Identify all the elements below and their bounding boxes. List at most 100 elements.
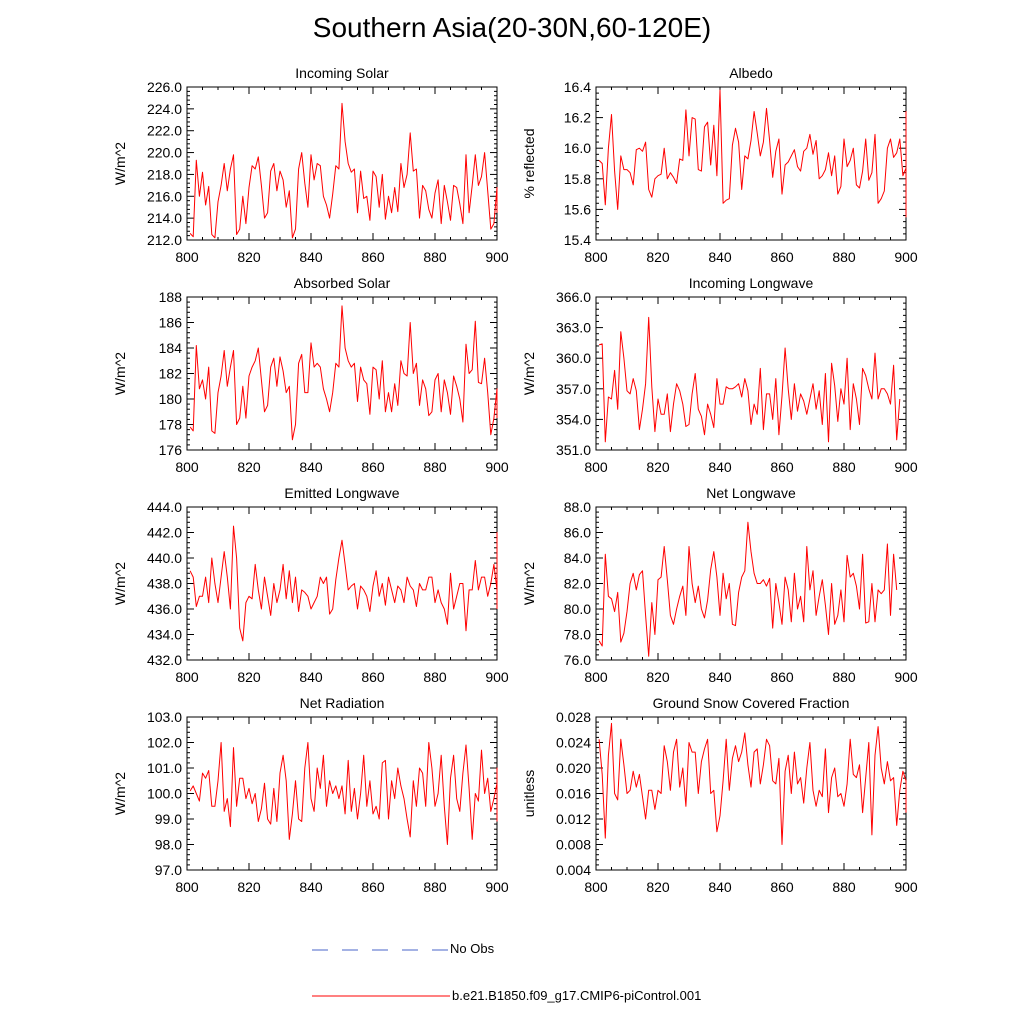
y-tick-label: 84.0 bbox=[564, 550, 591, 566]
x-tick-label: 860 bbox=[361, 249, 385, 265]
y-axis-label: W/m^2 bbox=[112, 142, 128, 185]
plot-frame bbox=[595, 506, 907, 661]
x-tick-label: 820 bbox=[237, 459, 261, 475]
panel-2: Albedo % reflected 800 820 840 860 880 900 15.4 1… bbox=[521, 65, 918, 265]
y-axis-label: W/m^2 bbox=[112, 772, 128, 815]
y-tick-label: 224.0 bbox=[147, 101, 182, 117]
y-tick-label: 16.0 bbox=[564, 140, 591, 156]
x-tick-label: 840 bbox=[708, 459, 732, 475]
x-tick-label: 880 bbox=[423, 879, 447, 895]
y-tick-label: 100.0 bbox=[147, 786, 182, 802]
panel-title: Net Longwave bbox=[706, 485, 796, 501]
panel-title: Absorbed Solar bbox=[294, 275, 391, 291]
series-line bbox=[189, 305, 498, 441]
x-tick-label: 800 bbox=[584, 459, 608, 475]
x-tick-label: 840 bbox=[299, 459, 323, 475]
y-axis-label: unitless bbox=[521, 770, 537, 817]
x-tick-label: 840 bbox=[708, 249, 732, 265]
x-tick-label: 820 bbox=[646, 249, 670, 265]
y-tick-label: 178 bbox=[159, 417, 183, 433]
panel-title: Incoming Solar bbox=[295, 65, 389, 81]
y-tick-label: 436.0 bbox=[147, 601, 182, 617]
y-tick-label: 218.0 bbox=[147, 166, 182, 182]
x-tick-label: 880 bbox=[832, 459, 856, 475]
y-tick-label: 176 bbox=[159, 442, 183, 458]
x-tick-label: 860 bbox=[361, 879, 385, 895]
y-tick-label: 216.0 bbox=[147, 188, 182, 204]
y-tick-label: 363.0 bbox=[556, 320, 591, 336]
plot-frame bbox=[595, 86, 907, 241]
y-tick-label: 15.6 bbox=[564, 201, 591, 217]
x-tick-label: 900 bbox=[894, 249, 918, 265]
x-tick-label: 900 bbox=[894, 879, 918, 895]
x-tick-label: 840 bbox=[299, 249, 323, 265]
y-tick-label: 16.2 bbox=[564, 110, 591, 126]
y-tick-label: 432.0 bbox=[147, 652, 182, 668]
x-tick-label: 900 bbox=[485, 669, 509, 685]
x-tick-label: 900 bbox=[485, 459, 509, 475]
x-tick-label: 880 bbox=[423, 249, 447, 265]
y-tick-label: 220.0 bbox=[147, 145, 182, 161]
x-tick-label: 820 bbox=[237, 669, 261, 685]
panel-3: Absorbed Solar W/m^2 800 820 840 860 880 900 176… bbox=[112, 275, 509, 475]
series-line bbox=[189, 742, 498, 845]
y-tick-label: 86.0 bbox=[564, 525, 591, 541]
y-tick-label: 76.0 bbox=[564, 652, 591, 668]
y-tick-label: 97.0 bbox=[155, 862, 182, 878]
y-tick-label: 184 bbox=[159, 340, 183, 356]
x-tick-label: 840 bbox=[708, 669, 732, 685]
x-tick-label: 880 bbox=[832, 669, 856, 685]
y-tick-label: 440.0 bbox=[147, 550, 182, 566]
x-tick-label: 800 bbox=[175, 459, 199, 475]
x-tick-label: 800 bbox=[175, 249, 199, 265]
y-tick-label: 82.0 bbox=[564, 576, 591, 592]
legend-obs-label: No Obs bbox=[450, 941, 495, 956]
x-tick-label: 800 bbox=[175, 669, 199, 685]
panel-8: Ground Snow Covered Fraction unitless 800 8… bbox=[521, 695, 918, 895]
y-tick-label: 80.0 bbox=[564, 601, 591, 617]
series-line bbox=[598, 89, 907, 218]
y-tick-label: 16.4 bbox=[564, 79, 591, 95]
y-axis-label: W/m^2 bbox=[112, 562, 128, 605]
y-tick-label: 0.016 bbox=[556, 786, 591, 802]
y-tick-label: 0.024 bbox=[556, 735, 591, 751]
x-tick-label: 860 bbox=[770, 879, 794, 895]
y-axis-label: % reflected bbox=[521, 128, 537, 198]
plot-frame bbox=[595, 296, 907, 451]
y-axis-label: W/m^2 bbox=[521, 562, 537, 605]
y-tick-label: 0.012 bbox=[556, 811, 591, 827]
x-tick-label: 880 bbox=[423, 669, 447, 685]
y-tick-label: 0.008 bbox=[556, 837, 591, 853]
y-tick-label: 15.8 bbox=[564, 171, 591, 187]
x-tick-label: 860 bbox=[361, 459, 385, 475]
x-tick-label: 860 bbox=[770, 249, 794, 265]
y-tick-label: 366.0 bbox=[556, 289, 591, 305]
panel-title: Emitted Longwave bbox=[284, 485, 399, 501]
y-tick-label: 98.0 bbox=[155, 837, 182, 853]
panel-4: Incoming Longwave W/m^2 800 820 840 860 880 900… bbox=[521, 275, 918, 475]
x-tick-label: 900 bbox=[485, 879, 509, 895]
x-tick-label: 840 bbox=[299, 879, 323, 895]
panel-7: Net Radiation W/m^2 800 820 840 860 880 900 97.0… bbox=[112, 695, 509, 895]
x-tick-label: 900 bbox=[894, 669, 918, 685]
x-tick-label: 880 bbox=[832, 879, 856, 895]
y-tick-label: 103.0 bbox=[147, 709, 182, 725]
plot-frame bbox=[186, 296, 498, 451]
y-tick-label: 212.0 bbox=[147, 232, 182, 248]
x-tick-label: 820 bbox=[237, 879, 261, 895]
panel-5: Emitted Longwave W/m^2 800 820 840 860 880 900 4… bbox=[112, 485, 509, 685]
x-tick-label: 820 bbox=[646, 879, 670, 895]
plot-frame bbox=[186, 716, 498, 871]
x-tick-label: 820 bbox=[646, 459, 670, 475]
x-tick-label: 880 bbox=[832, 249, 856, 265]
y-tick-label: 0.028 bbox=[556, 709, 591, 725]
y-tick-label: 360.0 bbox=[556, 350, 591, 366]
x-tick-label: 800 bbox=[584, 879, 608, 895]
y-tick-label: 434.0 bbox=[147, 627, 182, 643]
series-line bbox=[189, 525, 498, 642]
x-tick-label: 880 bbox=[423, 459, 447, 475]
y-tick-label: 186 bbox=[159, 315, 183, 331]
y-tick-label: 180 bbox=[159, 391, 183, 407]
x-tick-label: 800 bbox=[175, 879, 199, 895]
